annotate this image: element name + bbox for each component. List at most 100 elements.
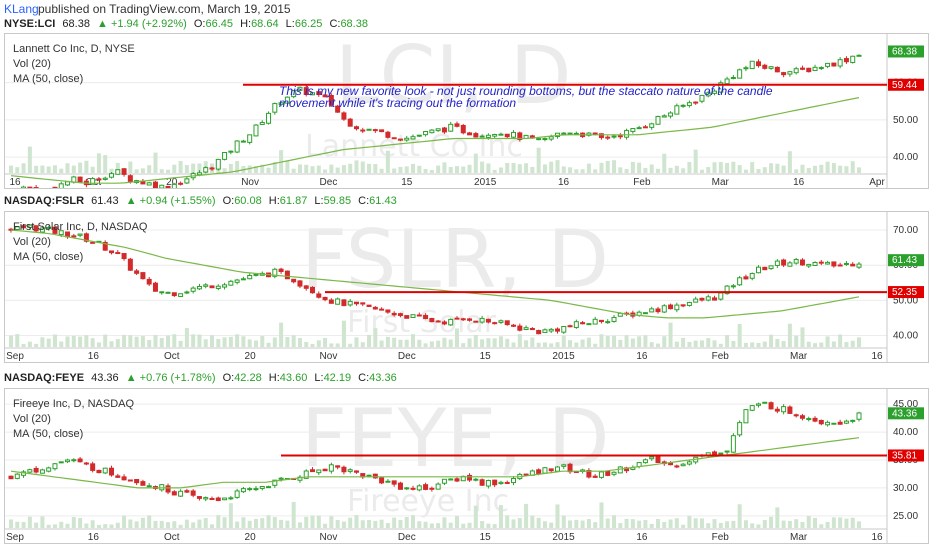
- volume-bar: [411, 334, 416, 347]
- symbol-label[interactable]: NASDAQ:FSLR: [4, 195, 85, 207]
- volume-bar: [750, 342, 755, 347]
- volume-bar: [166, 335, 171, 347]
- candle-body: [454, 123, 460, 127]
- volume-bar: [203, 518, 208, 528]
- candle-body: [404, 137, 410, 141]
- x-tick-label: Nov: [320, 532, 338, 543]
- volume-bar: [71, 335, 76, 347]
- volume-bar: [21, 163, 26, 173]
- volume-bar: [385, 150, 390, 173]
- volume-bar: [549, 343, 554, 347]
- volume-bar: [838, 165, 843, 173]
- candle-body: [712, 90, 718, 94]
- volume-bar: [511, 162, 516, 173]
- candle-body: [674, 465, 680, 468]
- candle-body: [730, 285, 736, 288]
- volume-bar: [775, 507, 780, 528]
- volume-bar: [743, 169, 748, 173]
- fslr-chart-panel[interactable]: FSLR, D First Solar 40.0050.0060.0070.00…: [4, 211, 929, 363]
- candle-body: [366, 304, 372, 307]
- volume-bar: [844, 518, 849, 528]
- volume-bar: [831, 517, 836, 528]
- candle-body: [90, 463, 96, 471]
- volume-bar: [184, 165, 189, 173]
- candle-body: [366, 474, 372, 477]
- candle-body: [310, 469, 316, 473]
- y-tick-label: 50.00: [893, 115, 918, 126]
- volume-bar: [436, 340, 441, 347]
- volume-bar: [624, 518, 629, 528]
- lci-chart-svg: 40.0050.0060.0016Oct20NovDec15201516FebM…: [5, 34, 924, 188]
- candle-body: [146, 485, 152, 488]
- candle-body: [21, 186, 27, 188]
- volume-bar: [605, 518, 610, 528]
- volume-bar: [454, 328, 459, 347]
- candle-body: [203, 284, 209, 287]
- x-tick-label: 15: [480, 351, 492, 362]
- volume-bar: [781, 520, 786, 528]
- volume-bar: [731, 340, 736, 347]
- candle-body: [178, 182, 184, 185]
- volume-bar: [423, 168, 428, 173]
- x-tick-label: 16: [558, 177, 570, 188]
- volume-bar: [725, 162, 730, 173]
- volume-bar: [78, 162, 83, 173]
- volume-bar: [398, 520, 403, 528]
- lci-chart-panel[interactable]: LCI, D Lannett Co Inc 40.0050.0060.0016O…: [4, 33, 929, 189]
- candle-body: [806, 418, 812, 421]
- volume-bar: [360, 342, 365, 347]
- volume-bar: [404, 516, 409, 528]
- candle-body: [397, 138, 403, 141]
- volume-bar: [461, 166, 466, 173]
- candle-body: [448, 478, 454, 481]
- candle-body: [649, 123, 655, 128]
- candle-body: [190, 287, 196, 292]
- candle-body: [209, 285, 215, 289]
- volume-bar: [712, 519, 717, 528]
- volume-bar: [34, 165, 39, 173]
- symbol-label[interactable]: NYSE:LCI: [4, 18, 56, 30]
- volume-bar: [310, 343, 315, 347]
- candle-body: [234, 490, 240, 498]
- candle-body: [372, 473, 378, 479]
- volume-bar: [360, 161, 365, 173]
- volume-bar: [21, 343, 26, 347]
- feye-chart-panel[interactable]: FEYE, D Fireeye Inc 25.0030.0035.0040.00…: [4, 388, 929, 544]
- candle-body: [115, 169, 121, 175]
- x-tick-label: Feb: [712, 351, 730, 362]
- volume-bar: [140, 336, 145, 347]
- lci-legend: Lannett Co Inc, D, NYSE Vol (20) MA (50,…: [13, 42, 135, 87]
- volume-bar: [467, 522, 472, 528]
- candle-body: [843, 58, 849, 63]
- candle-body: [171, 183, 177, 188]
- candle-body: [171, 491, 177, 496]
- volume-bar: [134, 521, 139, 528]
- candle-body: [385, 480, 391, 483]
- x-tick-label: 16: [871, 532, 883, 543]
- close-value: 68.38: [340, 18, 368, 30]
- volume-bar: [480, 161, 485, 173]
- volume-bar: [197, 163, 202, 173]
- volume-bar: [618, 167, 623, 173]
- candle-body: [825, 62, 831, 67]
- volume-bar: [568, 167, 573, 173]
- candle-body: [661, 115, 667, 118]
- candle-body: [812, 262, 818, 266]
- candle-body: [737, 422, 743, 436]
- volume-bar: [40, 337, 45, 347]
- volume-bar: [373, 328, 378, 347]
- candle-body: [297, 476, 303, 481]
- candle-body: [781, 406, 787, 413]
- candle-body: [46, 226, 52, 229]
- candle-body: [825, 261, 831, 265]
- author-link[interactable]: KLang: [4, 2, 39, 16]
- candle-body: [799, 67, 805, 70]
- symbol-label[interactable]: NASDAQ:FEYE: [4, 372, 85, 384]
- volume-bar: [40, 165, 45, 173]
- volume-bar: [140, 168, 145, 173]
- volume-bar: [115, 339, 120, 347]
- candle-body: [504, 481, 510, 484]
- volume-bar: [9, 519, 13, 528]
- volume-bar: [260, 164, 265, 173]
- volume-bar: [731, 161, 736, 173]
